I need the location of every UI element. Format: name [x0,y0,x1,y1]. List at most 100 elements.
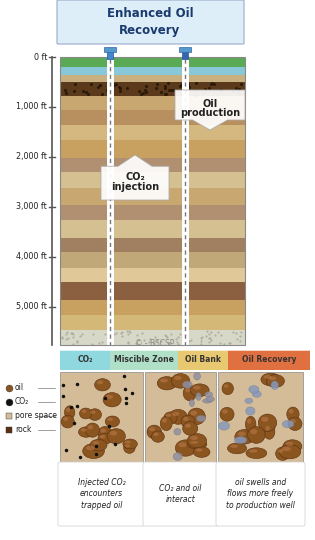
Bar [218,372,303,462]
Text: CO₂ and oil
interact: CO₂ and oil interact [159,484,202,504]
Ellipse shape [249,449,257,453]
Text: CO₂: CO₂ [125,172,145,183]
Ellipse shape [206,397,215,402]
Ellipse shape [88,409,101,421]
Text: 1,000 ft: 1,000 ft [16,103,47,111]
Text: Oil Recovery: Oil Recovery [242,355,296,364]
FancyBboxPatch shape [58,462,145,526]
Ellipse shape [166,414,171,417]
Text: rock: rock [15,426,32,435]
Ellipse shape [174,376,181,380]
Ellipse shape [266,375,284,387]
Bar [60,65,245,74]
Ellipse shape [289,409,294,414]
Bar [60,82,245,96]
Ellipse shape [124,442,135,454]
Text: 5,000 ft: 5,000 ft [16,302,47,312]
Ellipse shape [175,440,196,456]
Ellipse shape [227,443,247,454]
Ellipse shape [103,393,121,407]
Ellipse shape [246,407,255,415]
Ellipse shape [173,453,182,461]
Text: 3,000 ft: 3,000 ft [16,202,47,212]
Bar [60,315,245,330]
Bar [60,188,245,205]
Text: oil swells and
flows more freely
to production well: oil swells and flows more freely to prod… [226,478,295,510]
Ellipse shape [265,426,270,430]
Ellipse shape [172,411,179,416]
Ellipse shape [193,386,201,389]
Bar [60,110,245,125]
Bar [60,340,245,345]
Ellipse shape [258,414,277,431]
Bar [110,350,178,370]
FancyBboxPatch shape [57,0,244,44]
Ellipse shape [157,376,176,390]
Ellipse shape [238,431,246,436]
Ellipse shape [286,442,293,446]
Polygon shape [302,350,310,370]
Ellipse shape [203,399,212,403]
Ellipse shape [61,415,74,428]
Ellipse shape [164,412,177,424]
Ellipse shape [283,440,302,453]
Ellipse shape [185,424,191,428]
Ellipse shape [261,417,268,422]
Bar [60,350,110,370]
Bar [60,172,245,188]
Bar [60,57,245,65]
Ellipse shape [290,419,296,423]
Ellipse shape [234,437,247,444]
Ellipse shape [252,391,261,397]
Bar [178,350,228,370]
Ellipse shape [79,408,92,419]
Bar [60,220,245,238]
Bar [60,57,245,67]
Ellipse shape [81,428,87,431]
Text: CO₂: CO₂ [15,397,29,407]
Bar [60,140,245,158]
Ellipse shape [125,444,130,447]
Ellipse shape [189,400,194,407]
Ellipse shape [230,444,238,448]
Ellipse shape [181,415,195,428]
Ellipse shape [65,406,75,419]
Ellipse shape [147,425,162,439]
Ellipse shape [287,407,299,421]
Bar [60,67,245,75]
Ellipse shape [105,416,120,427]
Bar [182,51,188,59]
Bar [60,330,245,340]
Ellipse shape [282,447,291,451]
Ellipse shape [264,375,272,379]
Ellipse shape [279,444,301,459]
Ellipse shape [174,429,181,435]
Bar [60,372,143,462]
FancyBboxPatch shape [216,462,305,526]
Text: Oil: Oil [202,99,218,109]
Ellipse shape [276,447,290,460]
Ellipse shape [250,429,257,434]
Bar [60,158,245,172]
Text: 4,000 ft: 4,000 ft [16,253,47,261]
Ellipse shape [235,429,254,444]
FancyBboxPatch shape [143,462,218,526]
Ellipse shape [171,374,190,388]
Ellipse shape [182,381,192,388]
Text: 0 ft: 0 ft [34,52,47,62]
Bar [60,96,245,110]
Ellipse shape [106,395,113,399]
Ellipse shape [188,408,205,424]
Ellipse shape [190,410,197,416]
Ellipse shape [245,398,253,403]
Polygon shape [101,155,169,200]
Ellipse shape [205,392,213,397]
Ellipse shape [219,422,230,430]
Ellipse shape [191,441,198,444]
Ellipse shape [248,427,265,443]
Ellipse shape [169,409,187,424]
Ellipse shape [190,436,198,440]
Bar [60,238,245,252]
Text: Enhanced Oil
Recovery: Enhanced Oil Recovery [107,7,193,37]
Bar [60,252,245,268]
